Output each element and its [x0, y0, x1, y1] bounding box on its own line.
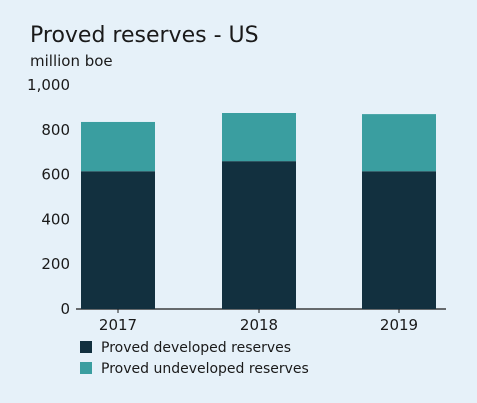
- bar-segment-undeveloped-2018: [222, 113, 296, 162]
- legend-label: Proved undeveloped reserves: [101, 361, 309, 377]
- legend-label: Proved developed reserves: [101, 340, 291, 356]
- y-tick-label: 200: [41, 255, 70, 273]
- bar-segment-developed-2017: [81, 171, 155, 309]
- x-tick-label: 2019: [380, 316, 418, 334]
- bar-group: [81, 113, 436, 309]
- y-axis: 0 200 400 600 800 1,000: [27, 76, 70, 318]
- legend-swatch: [80, 362, 92, 374]
- legend: Proved developed reserves Proved undevelo…: [80, 340, 309, 377]
- bar-segment-developed-2019: [362, 171, 436, 309]
- bar-segment-undeveloped-2017: [81, 121, 155, 172]
- y-tick-label: 0: [60, 300, 70, 318]
- y-tick-label: 800: [41, 121, 70, 139]
- bar-segment-undeveloped-2019: [362, 114, 436, 172]
- legend-swatch: [80, 341, 92, 353]
- chart-title: Proved reserves - US: [30, 23, 259, 48]
- x-tick-label: 2018: [240, 316, 278, 334]
- y-tick-label: 600: [41, 166, 70, 184]
- y-tick-label: 1,000: [27, 76, 70, 94]
- x-axis: 2017 2018 2019: [76, 308, 446, 334]
- bar-segment-developed-2018: [222, 161, 296, 309]
- chart-subtitle: million boe: [30, 52, 113, 70]
- y-tick-label: 400: [41, 210, 70, 228]
- x-tick-label: 2017: [99, 316, 137, 334]
